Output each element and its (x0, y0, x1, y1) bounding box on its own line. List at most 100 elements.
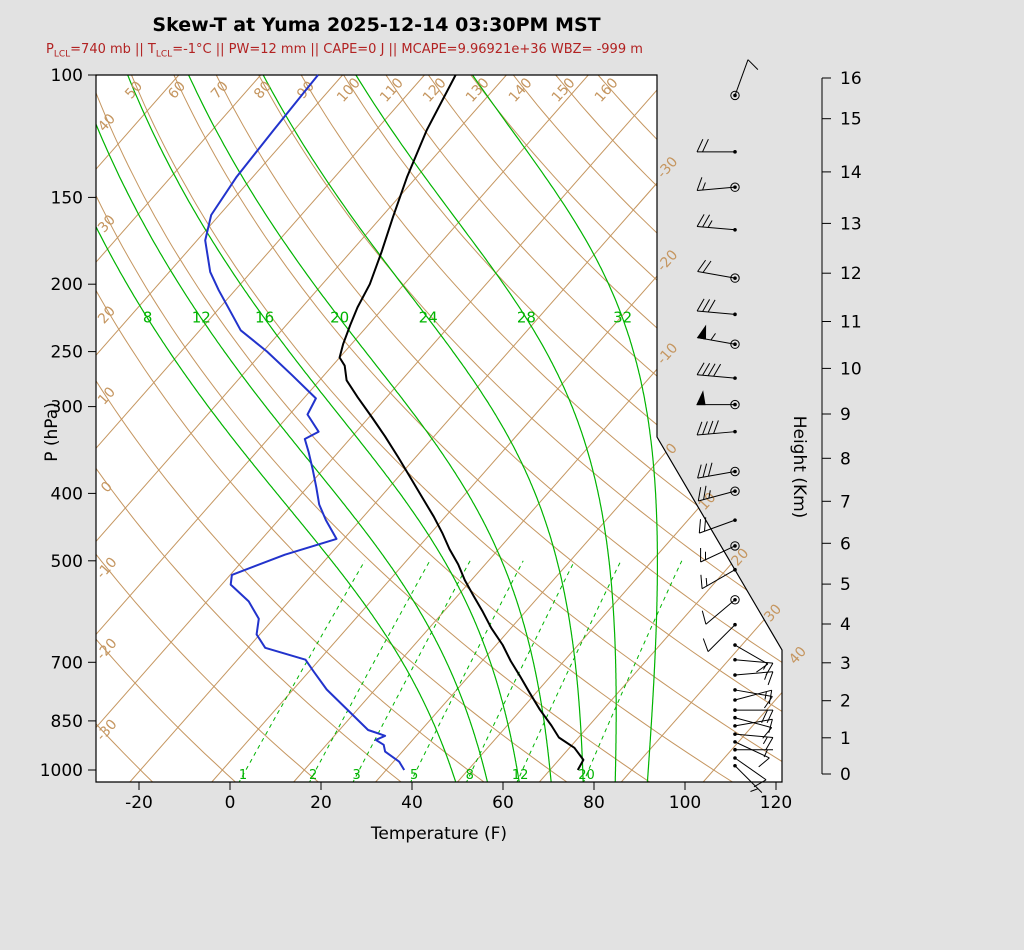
temperature-tick-label: 80 (583, 793, 605, 813)
barb-half (763, 749, 768, 758)
barb-staff (697, 374, 736, 379)
isotherm-line (96, 75, 425, 782)
mixing-ratio-label: 5 (410, 768, 418, 783)
dry-adiabat-line (96, 75, 404, 782)
moist-adiabat-line (355, 75, 617, 782)
height-tick-label: 14 (840, 163, 862, 183)
station-circle (730, 273, 740, 283)
barb-staff (697, 471, 736, 479)
barb-full (702, 299, 711, 312)
subtitle-segment: P (46, 42, 54, 57)
barb-full (758, 757, 770, 768)
barb-staff (734, 757, 767, 781)
temperature-tick-label: 60 (492, 793, 514, 813)
barb-full (701, 610, 707, 625)
barb-full (704, 517, 707, 532)
barb-staff (700, 545, 736, 563)
barb-half (762, 736, 768, 745)
background-gridlines (96, 75, 782, 782)
temperature-trace (338, 74, 585, 771)
barb-full (702, 214, 711, 228)
pressure-tick-label: 700 (51, 653, 83, 673)
barb-full (767, 671, 774, 686)
temperature-tick-label: 40 (401, 793, 423, 813)
isotherm-line (96, 75, 507, 782)
barb-half (764, 691, 767, 700)
mixing-ratio-label: 12 (512, 768, 529, 783)
pressure-tick-label: 150 (51, 188, 83, 208)
temperature-axis-label: Temperature (F) (370, 824, 508, 844)
moist-adiabat-line (472, 75, 658, 782)
dewpoint-trace (204, 74, 406, 771)
dry-adiabat-line (96, 75, 321, 782)
pressure-tick-label: 400 (51, 484, 83, 504)
height-tick-label: 8 (840, 449, 851, 469)
mixing-ratio-label: 8 (466, 768, 474, 783)
isotherm-label: -20 (654, 247, 681, 275)
barb-staff (734, 733, 773, 738)
mixing-ratio-label: 1 (239, 768, 247, 783)
isotherm-line (96, 75, 671, 782)
barb-staff (697, 310, 736, 315)
barb-full (753, 779, 767, 788)
isotherm-line (96, 75, 343, 782)
height-tick-label: 3 (840, 654, 851, 674)
chart-title: Skew-T at Yuma 2025-12-14 03:30PM MST (152, 14, 601, 36)
barb-half (762, 662, 768, 670)
barb-full (713, 420, 719, 434)
moist-adiabat-label: 28 (517, 308, 536, 326)
barb-full (697, 487, 702, 502)
moist-adiabat-line (262, 75, 584, 782)
height-tick-label: 4 (840, 615, 851, 635)
isotherm-line (129, 75, 753, 782)
moist-adiabat-line (188, 75, 552, 782)
moist-adiabat-label: 12 (192, 308, 211, 326)
barb-staff (734, 765, 763, 793)
barb-half (750, 788, 759, 792)
barb-full (696, 298, 705, 312)
wind-barb-column (696, 59, 774, 793)
barb-full (713, 363, 722, 377)
mixing-ratio-line (351, 560, 471, 782)
barb-full (707, 363, 716, 377)
station-circle (730, 595, 740, 605)
barb-half (705, 577, 708, 587)
height-tick-label: 12 (840, 264, 862, 284)
station-circle (730, 486, 740, 496)
station-dot (733, 376, 737, 380)
subtitle-segment: =-1°C || PW=12 mm || CAPE=0 J || MCAPE=9… (172, 42, 643, 57)
barb-staff (699, 519, 736, 534)
height-tick-label: 1 (840, 729, 851, 749)
height-tick-label: 9 (840, 405, 851, 425)
barb-half (708, 490, 711, 499)
mixing-ratio-label: 2 (309, 768, 317, 783)
height-tick-label: 10 (840, 359, 862, 379)
dry-adiabat-line (131, 75, 782, 782)
barb-staff (697, 431, 736, 436)
moist-adiabat-label: 16 (255, 308, 274, 326)
barb-staff (697, 226, 736, 231)
pressure-tick-label: 1000 (40, 761, 83, 781)
barb-full (702, 362, 711, 376)
barb-full (698, 519, 701, 534)
pressure-axis-label: P (hPa) (42, 402, 62, 462)
temperature-tick-label: 20 (310, 793, 332, 813)
barb-staff (707, 624, 736, 652)
isotherm-line (96, 75, 262, 782)
pressure-tick-label: 500 (51, 552, 83, 572)
subtitle-segment: LCL (53, 49, 71, 60)
mixing-ratio-line (237, 560, 366, 782)
height-tick-label: 7 (840, 492, 851, 512)
barb-full (702, 138, 709, 153)
barb-pennant (696, 390, 706, 406)
height-axis-label: Height (Km) (789, 415, 809, 519)
plot-border (95, 74, 783, 783)
barb-staff (734, 718, 773, 727)
barb-full (763, 696, 773, 709)
height-tick-label: 13 (840, 214, 862, 234)
barb-full (702, 421, 708, 435)
subtitle-segment: =740 mb || T (70, 42, 156, 57)
isotherm-label: 40 (786, 644, 810, 668)
barb-staff (701, 569, 736, 590)
